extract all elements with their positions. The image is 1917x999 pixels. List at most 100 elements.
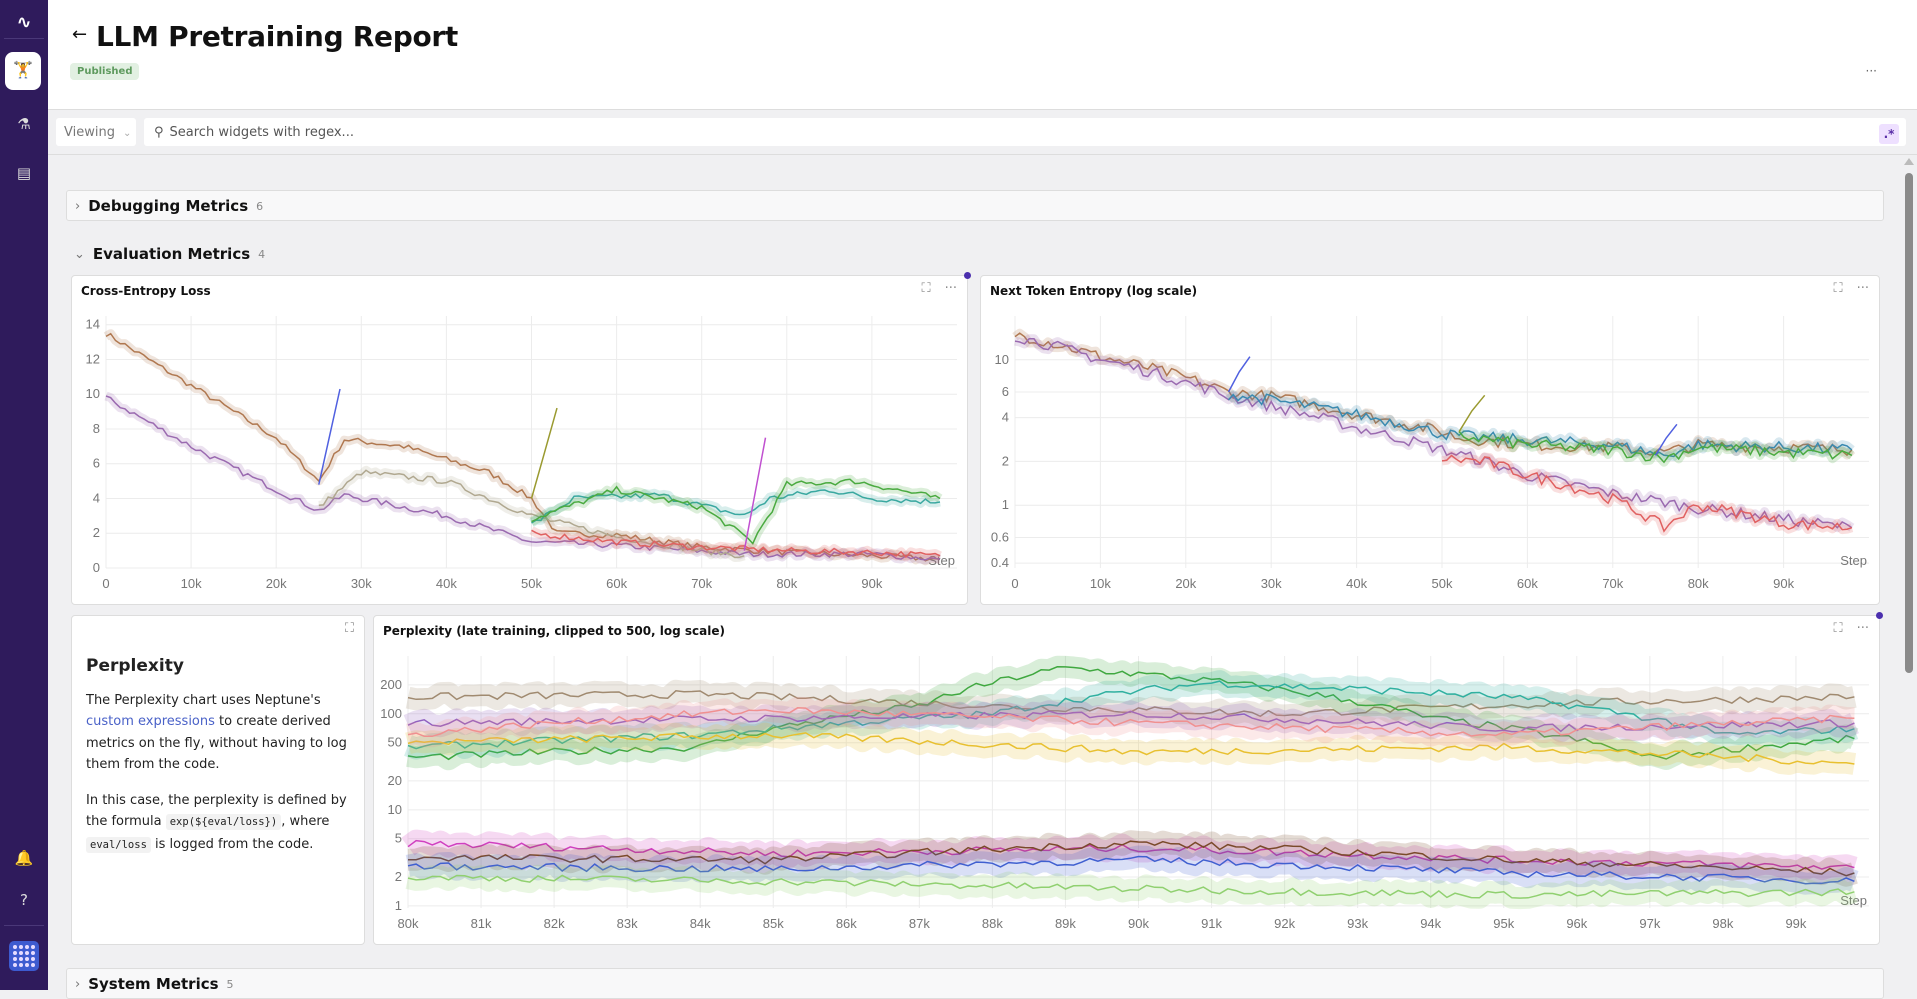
expand-icon[interactable]: ⛶ [1833, 281, 1843, 296]
y-tick-label: 200 [380, 677, 402, 692]
series-line-run-f [531, 529, 941, 559]
series-line-run-i [407, 855, 1855, 885]
x-tick-label: 80k [398, 916, 419, 931]
unsaved-indicator [1876, 612, 1883, 619]
search-input[interactable]: ⚲ Search widgets with regex... .* [144, 118, 1906, 146]
series-line-run-a [1014, 332, 1853, 457]
y-tick-label: 0.4 [991, 555, 1009, 570]
x-tick-label: 90k [1128, 916, 1149, 931]
scrollbar[interactable] [1901, 155, 1917, 990]
expand-icon[interactable]: ⛶ [1833, 621, 1843, 636]
x-axis-label: Step [1840, 893, 1867, 908]
apps-grid-icon[interactable] [9, 941, 39, 971]
y-tick-label: 1 [395, 898, 402, 913]
y-tick-label: 10 [86, 386, 100, 401]
x-tick-label: 86k [836, 916, 857, 931]
project-avatar-button[interactable]: 🏋 [5, 52, 41, 90]
x-tick-label: 40k [436, 576, 457, 591]
section-count: 4 [258, 247, 266, 261]
text: , where [281, 814, 330, 829]
y-tick-label: 1 [1002, 497, 1009, 512]
expand-icon[interactable]: ⛶ [344, 621, 354, 636]
y-tick-label: 0 [93, 560, 100, 575]
chart-next-token-entropy[interactable]: 0.4 0.6 1 2 4 6 10 0 10k 20k 30k 40k 50k 60k 70k 80k 90k… [981, 276, 1881, 606]
series-band-run-b [104, 391, 941, 565]
page-title: LLM Pretraining Report [96, 20, 458, 53]
x-tick-label: 94k [1420, 916, 1441, 931]
chevron-down-icon[interactable]: ⌄ [74, 246, 85, 262]
x-tick-label: 40k [1346, 576, 1367, 591]
series-line-run-c [1227, 393, 1853, 458]
flask-icon[interactable]: ⚗ [17, 115, 31, 133]
y-tick-label: 20 [388, 773, 402, 788]
x-tick-label: 20k [266, 576, 287, 591]
mode-label: Viewing [64, 125, 115, 140]
more-icon[interactable]: ··· [1856, 281, 1869, 296]
custom-expressions-link[interactable]: custom expressions [86, 714, 215, 729]
divider [4, 925, 44, 926]
y-tick-label: 14 [86, 317, 100, 332]
chart-title: Cross-Entropy Loss [81, 284, 211, 298]
series-line-run-e [407, 732, 1855, 765]
section-debugging-metrics[interactable]: › Debugging Metrics 6 [66, 190, 1884, 221]
section-evaluation-metrics[interactable]: ⌄ Evaluation Metrics 4 [66, 239, 265, 269]
chevron-right-icon[interactable]: › [75, 198, 81, 214]
scrollbar-thumb[interactable] [1905, 173, 1913, 673]
section-count: 5 [226, 977, 234, 991]
x-tick-label: 10k [181, 576, 202, 591]
code-metric: eval/loss [86, 836, 151, 853]
x-tick-label: 70k [1602, 576, 1623, 591]
mode-dropdown[interactable]: Viewing ⌄ [56, 118, 136, 146]
series-line-run-c [407, 680, 1855, 750]
text: The Perplexity chart uses Neptune's [86, 692, 321, 708]
series-line-spike-2 [1458, 394, 1486, 433]
series-line-run-b [105, 395, 941, 561]
y-tick-label: 4 [1002, 410, 1009, 425]
series-line-spike-2 [530, 407, 558, 499]
scroll-up-arrow-icon[interactable] [1904, 158, 1914, 165]
x-tick-label: 80k [1688, 576, 1709, 591]
neptune-logo-icon[interactable]: ∿ [16, 12, 32, 33]
y-tick-label: 2 [1002, 453, 1009, 468]
series-line-spike-3 [1654, 423, 1678, 456]
x-tick-label: 95k [1493, 916, 1514, 931]
expand-icon[interactable]: ⛶ [921, 281, 931, 296]
chart-cross-entropy[interactable]: 0 2 4 6 8 10 12 14 0 10k 20k 30k 40k 50k 60k 70k 80k 90k S… [72, 276, 969, 606]
y-tick-label: 8 [93, 421, 100, 436]
x-tick-label: 81k [471, 916, 492, 931]
x-tick-label: 89k [1055, 916, 1076, 931]
text-paragraph: The Perplexity chart uses Neptune's cust… [86, 690, 350, 776]
more-icon[interactable]: ··· [1856, 621, 1869, 636]
y-tick-label: 50 [388, 735, 402, 750]
series-line-run-e [531, 478, 941, 545]
more-icon[interactable]: ··· [944, 281, 957, 296]
report-content: › Debugging Metrics 6 ⌄ Evaluation Metrics 4… [48, 155, 1888, 999]
chart-title: Perplexity (late training, clipped to 50… [383, 624, 726, 638]
chart-perplexity[interactable]: 1 2 5 10 20 50 100 200 80k 81k 82k 83k 84k 85k 86k 87k 8… [374, 616, 1881, 946]
help-icon[interactable]: ? [20, 891, 28, 909]
series-band-run-a [103, 329, 941, 566]
chart-widget-cross-entropy: Cross-Entropy Loss ⛶ ··· 0 2 4 6 8 10 12 14 0 10k 2… [71, 272, 971, 606]
bell-icon[interactable]: 🔔 [14, 849, 34, 867]
series-line-run-e [1441, 454, 1853, 533]
series-line-run-b [407, 666, 1855, 761]
series-line-run-f [407, 707, 1855, 738]
regex-toggle-button[interactable]: .* [1879, 124, 1899, 144]
series-line-run-d [531, 489, 941, 524]
sidebar: ∿ 🏋 ⚗ ▤ 🔔 ? [0, 0, 48, 990]
report-icon[interactable]: ▤ [16, 164, 32, 182]
text: In this case, the perplexity is defined … [86, 792, 347, 830]
y-tick-label: 6 [93, 456, 100, 471]
more-options-button[interactable]: ··· [1865, 64, 1877, 78]
section-system-metrics[interactable]: › System Metrics 5 [66, 968, 1884, 999]
series-line-spike-1 [318, 388, 341, 485]
chevron-right-icon[interactable]: › [75, 976, 81, 992]
y-tick-label: 5 [395, 831, 402, 846]
x-tick-label: 60k [1517, 576, 1538, 591]
x-tick-label: 0 [102, 576, 109, 591]
back-arrow-icon[interactable]: ← [72, 24, 88, 45]
x-tick-label: 82k [544, 916, 565, 931]
x-tick-label: 50k [1432, 576, 1453, 591]
x-axis-label: Step [928, 553, 955, 568]
series-line-run-a [105, 332, 941, 562]
